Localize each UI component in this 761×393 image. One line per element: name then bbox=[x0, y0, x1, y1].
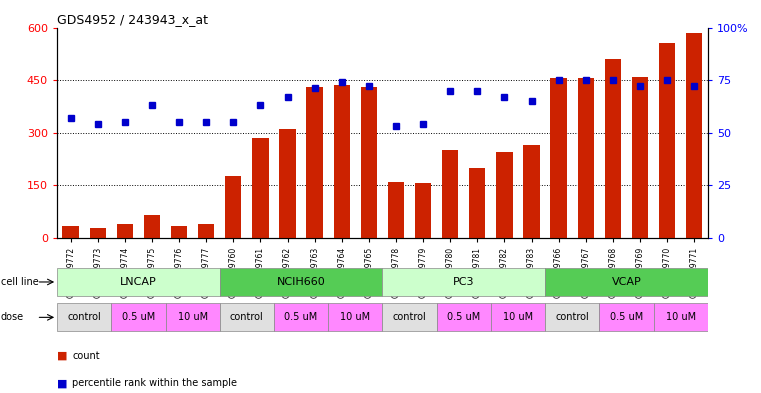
Bar bbox=[654, 303, 708, 332]
Bar bbox=[274, 303, 328, 332]
Text: ■: ■ bbox=[57, 351, 68, 361]
Bar bbox=[632, 77, 648, 238]
Bar bbox=[545, 268, 708, 296]
Text: PC3: PC3 bbox=[453, 277, 475, 287]
Bar bbox=[171, 226, 187, 238]
Text: 10 uM: 10 uM bbox=[340, 312, 371, 322]
Text: 0.5 uM: 0.5 uM bbox=[610, 312, 643, 322]
Text: 0.5 uM: 0.5 uM bbox=[447, 312, 480, 322]
Bar bbox=[328, 303, 382, 332]
Text: control: control bbox=[556, 312, 589, 322]
Text: control: control bbox=[393, 312, 426, 322]
Bar bbox=[116, 224, 133, 238]
Bar bbox=[220, 303, 274, 332]
Text: 10 uM: 10 uM bbox=[666, 312, 696, 322]
Bar bbox=[496, 152, 512, 238]
Text: GDS4952 / 243943_x_at: GDS4952 / 243943_x_at bbox=[57, 13, 208, 26]
Bar bbox=[361, 87, 377, 238]
Bar bbox=[415, 184, 431, 238]
Text: ■: ■ bbox=[57, 378, 68, 388]
Bar bbox=[659, 43, 675, 238]
Text: 0.5 uM: 0.5 uM bbox=[285, 312, 317, 322]
Bar bbox=[605, 59, 621, 238]
Bar bbox=[198, 224, 215, 238]
Bar bbox=[545, 303, 599, 332]
Text: 10 uM: 10 uM bbox=[177, 312, 208, 322]
Bar bbox=[491, 303, 545, 332]
Bar bbox=[388, 182, 404, 238]
Bar bbox=[599, 303, 654, 332]
Bar bbox=[437, 303, 491, 332]
Bar bbox=[225, 176, 241, 238]
Bar bbox=[686, 33, 702, 238]
Text: cell line: cell line bbox=[1, 277, 39, 287]
Bar bbox=[165, 303, 220, 332]
Bar bbox=[90, 228, 106, 238]
Bar bbox=[62, 226, 78, 238]
Bar bbox=[57, 268, 220, 296]
Bar bbox=[111, 303, 165, 332]
Text: count: count bbox=[72, 351, 100, 361]
Bar bbox=[144, 215, 160, 238]
Text: dose: dose bbox=[1, 312, 24, 322]
Text: NCIH660: NCIH660 bbox=[277, 277, 326, 287]
Bar bbox=[382, 268, 545, 296]
Bar bbox=[252, 138, 269, 238]
Bar bbox=[524, 145, 540, 238]
Text: percentile rank within the sample: percentile rank within the sample bbox=[72, 378, 237, 388]
Text: 10 uM: 10 uM bbox=[503, 312, 533, 322]
Bar bbox=[57, 303, 111, 332]
Bar bbox=[442, 150, 458, 238]
Text: control: control bbox=[67, 312, 101, 322]
Text: VCAP: VCAP bbox=[612, 277, 642, 287]
Bar bbox=[220, 268, 382, 296]
Bar bbox=[333, 85, 350, 238]
Text: control: control bbox=[230, 312, 264, 322]
Text: LNCAP: LNCAP bbox=[120, 277, 157, 287]
Bar bbox=[279, 129, 295, 238]
Bar bbox=[307, 87, 323, 238]
Bar bbox=[382, 303, 437, 332]
Bar bbox=[550, 78, 567, 238]
Text: 0.5 uM: 0.5 uM bbox=[122, 312, 155, 322]
Bar bbox=[469, 168, 486, 238]
Bar bbox=[578, 78, 594, 238]
